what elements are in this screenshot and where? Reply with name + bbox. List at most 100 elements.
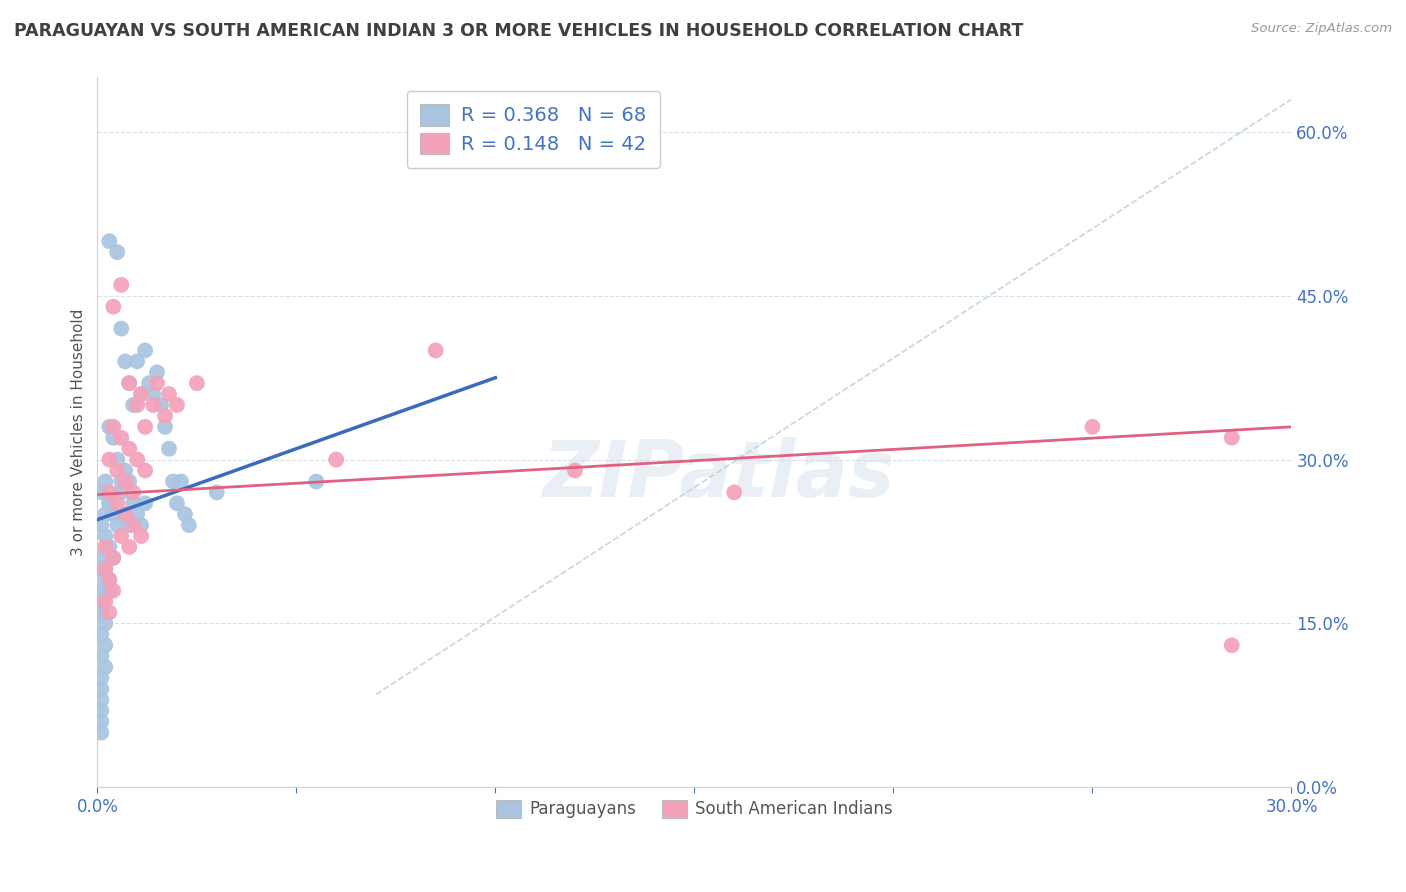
Point	[105, 518, 128, 533]
Point	[98, 573, 121, 587]
Point	[90, 725, 112, 739]
Point	[90, 714, 112, 729]
Point	[127, 354, 149, 368]
Point	[118, 442, 141, 456]
Point	[564, 463, 586, 477]
Point	[105, 245, 128, 260]
Point	[94, 616, 117, 631]
Point	[122, 398, 145, 412]
Point	[90, 550, 112, 565]
Point	[153, 420, 176, 434]
Point	[98, 496, 121, 510]
Legend: Paraguayans, South American Indians: Paraguayans, South American Indians	[489, 793, 900, 825]
Point	[98, 420, 121, 434]
Point	[90, 485, 112, 500]
Point	[103, 550, 125, 565]
Point	[90, 606, 112, 620]
Point	[122, 518, 145, 533]
Point	[103, 583, 125, 598]
Point	[94, 507, 117, 521]
Point	[98, 485, 121, 500]
Point	[305, 475, 328, 489]
Point	[1220, 638, 1243, 652]
Point	[103, 550, 125, 565]
Point	[170, 475, 193, 489]
Point	[94, 562, 117, 576]
Point	[129, 518, 152, 533]
Point	[142, 387, 165, 401]
Point	[90, 681, 112, 696]
Point	[90, 649, 112, 664]
Point	[110, 431, 132, 445]
Point	[98, 573, 121, 587]
Point	[157, 442, 180, 456]
Point	[129, 387, 152, 401]
Point	[90, 518, 112, 533]
Point	[186, 376, 208, 391]
Point	[90, 693, 112, 707]
Point	[98, 452, 121, 467]
Point	[105, 463, 128, 477]
Point	[105, 452, 128, 467]
Point	[90, 562, 112, 576]
Point	[425, 343, 447, 358]
Point	[98, 583, 121, 598]
Point	[90, 704, 112, 718]
Point	[146, 365, 169, 379]
Point	[174, 507, 197, 521]
Point	[134, 420, 156, 434]
Point	[118, 376, 141, 391]
Point	[94, 475, 117, 489]
Point	[90, 583, 112, 598]
Point	[1220, 431, 1243, 445]
Text: PARAGUAYAN VS SOUTH AMERICAN INDIAN 3 OR MORE VEHICLES IN HOUSEHOLD CORRELATION : PARAGUAYAN VS SOUTH AMERICAN INDIAN 3 OR…	[14, 22, 1024, 40]
Point	[166, 398, 188, 412]
Point	[110, 277, 132, 292]
Text: ZIPatlas: ZIPatlas	[543, 437, 894, 513]
Point	[325, 452, 347, 467]
Point	[134, 343, 156, 358]
Point	[177, 518, 200, 533]
Y-axis label: 3 or more Vehicles in Household: 3 or more Vehicles in Household	[72, 309, 86, 556]
Point	[103, 420, 125, 434]
Point	[127, 507, 149, 521]
Point	[105, 496, 128, 510]
Point	[94, 562, 117, 576]
Point	[153, 409, 176, 423]
Point	[114, 507, 136, 521]
Point	[98, 606, 121, 620]
Point	[103, 507, 125, 521]
Point	[127, 452, 149, 467]
Point	[134, 463, 156, 477]
Point	[94, 529, 117, 543]
Point	[98, 496, 121, 510]
Point	[94, 638, 117, 652]
Point	[98, 234, 121, 248]
Point	[114, 475, 136, 489]
Point	[110, 485, 132, 500]
Point	[114, 507, 136, 521]
Point	[134, 496, 156, 510]
Point	[94, 594, 117, 608]
Point	[157, 387, 180, 401]
Point	[90, 594, 112, 608]
Point	[205, 485, 228, 500]
Point	[146, 376, 169, 391]
Point	[138, 376, 160, 391]
Point	[142, 398, 165, 412]
Point	[94, 540, 117, 554]
Point	[129, 529, 152, 543]
Point	[114, 354, 136, 368]
Point	[114, 463, 136, 477]
Point	[90, 594, 112, 608]
Point	[129, 387, 152, 401]
Text: Source: ZipAtlas.com: Source: ZipAtlas.com	[1251, 22, 1392, 36]
Point	[90, 606, 112, 620]
Point	[94, 660, 117, 674]
Point	[94, 573, 117, 587]
Point	[110, 529, 132, 543]
Point	[122, 485, 145, 500]
Point	[103, 300, 125, 314]
Point	[110, 321, 132, 335]
Point	[166, 496, 188, 510]
